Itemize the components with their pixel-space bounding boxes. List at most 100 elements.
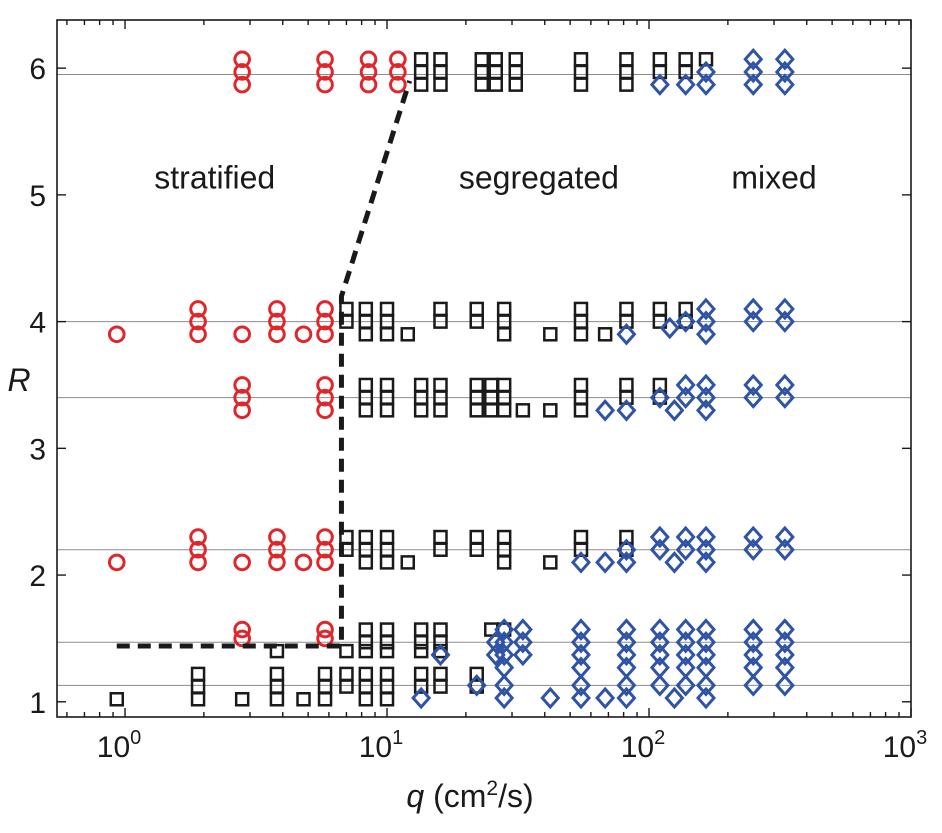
region-labels: stratified segregated mixed (154, 160, 816, 196)
region-label-segregated: segregated (459, 160, 619, 196)
mixed-point (649, 525, 670, 549)
mixed-point (743, 310, 764, 333)
mixed-point (743, 674, 764, 697)
data-markers (107, 48, 795, 710)
mixed-point (695, 60, 716, 84)
mixed-point (743, 538, 764, 561)
stratified-point (316, 401, 334, 420)
stratified-point (389, 50, 407, 69)
stratified-point (233, 620, 251, 639)
stratified-point (316, 553, 334, 572)
mixed-point (616, 643, 637, 667)
region-label-stratified: stratified (154, 160, 275, 196)
mixed-point (774, 48, 795, 71)
stratified-point (316, 75, 334, 94)
mixed-point (485, 643, 506, 667)
x-tick-label: 100 (97, 727, 141, 764)
segregated-point (433, 77, 448, 92)
mixed-point (570, 618, 591, 641)
mixed-point (774, 538, 795, 561)
region-label-mixed: mixed (731, 160, 816, 196)
mixed-point (540, 686, 561, 710)
stratified-point (359, 63, 378, 81)
x-axis-unit-exponent: 2 (486, 777, 498, 800)
stratified-point (189, 553, 207, 572)
mixed-point (675, 538, 696, 561)
segregated-point (379, 403, 395, 418)
plot-frame (56, 19, 912, 718)
stratified-point (189, 300, 207, 318)
mixed-point (695, 373, 716, 397)
mixed-point (570, 630, 591, 654)
stratified-point (233, 553, 251, 572)
mixed-point (649, 538, 670, 561)
mixed-point (411, 686, 432, 710)
stratified-point (294, 325, 313, 344)
segregated-point (496, 327, 512, 342)
axis-ticks (57, 20, 912, 717)
mixed-point (743, 297, 764, 321)
segregated-point (358, 643, 374, 659)
mixed-point (695, 399, 716, 422)
mixed-point (695, 686, 716, 710)
mixed-point (595, 399, 616, 422)
segregated-point (496, 555, 512, 570)
mixed-point (616, 618, 637, 641)
mixed-point (675, 525, 696, 549)
segregated-point (296, 692, 311, 707)
segregated-point (413, 643, 429, 659)
mixed-point (774, 643, 795, 667)
mixed-point (695, 551, 716, 574)
x-axis-unit: (cm (424, 778, 486, 814)
mixed-point (430, 643, 451, 667)
mixed-point (695, 73, 716, 96)
segregated-point (358, 327, 374, 342)
mixed-point (743, 525, 764, 549)
mixed-point (675, 373, 696, 397)
stratified-point (233, 376, 251, 394)
segregated-point (379, 692, 395, 707)
segregated-point (400, 555, 416, 570)
stratified-point (268, 300, 286, 318)
mixed-point (743, 73, 764, 96)
y-tick-label: 4 (29, 307, 46, 340)
stratified-point (189, 540, 207, 559)
mixed-point (494, 618, 515, 641)
mixed-point (774, 297, 795, 321)
mixed-point (695, 323, 716, 346)
mixed-point (595, 551, 616, 574)
mixed-point (649, 386, 670, 409)
segregated-point (433, 314, 448, 329)
mixed-point (649, 618, 670, 641)
stratified-point (268, 325, 286, 344)
stratified-point (233, 388, 251, 407)
mixed-point (774, 630, 795, 654)
stratified-point (316, 620, 334, 639)
mixed-point (570, 674, 591, 697)
mixed-point (649, 643, 670, 667)
segregated-point (543, 327, 558, 342)
segregated-point (269, 692, 285, 707)
mixed-point (675, 386, 696, 409)
segregated-point (619, 390, 634, 405)
mixed-point (616, 323, 637, 346)
stratified-point (233, 50, 251, 69)
segregated-point (573, 542, 589, 557)
segregated-point (433, 679, 448, 694)
segregated-point (619, 77, 634, 92)
mixed-point (675, 618, 696, 641)
mixed-point (494, 686, 515, 710)
x-tick-exponent: 1 (392, 727, 403, 749)
mixed-point (494, 643, 515, 667)
mixed-point (695, 643, 716, 667)
segregated-point (269, 643, 285, 659)
segregated-point (400, 327, 416, 342)
segregated-point (379, 634, 395, 650)
segregated-point (698, 52, 714, 67)
y-axis-label: R (7, 362, 30, 398)
stratified-point (189, 528, 207, 546)
stratified-point (316, 312, 334, 331)
stratified-point (316, 50, 334, 69)
stratified-point (233, 401, 251, 420)
